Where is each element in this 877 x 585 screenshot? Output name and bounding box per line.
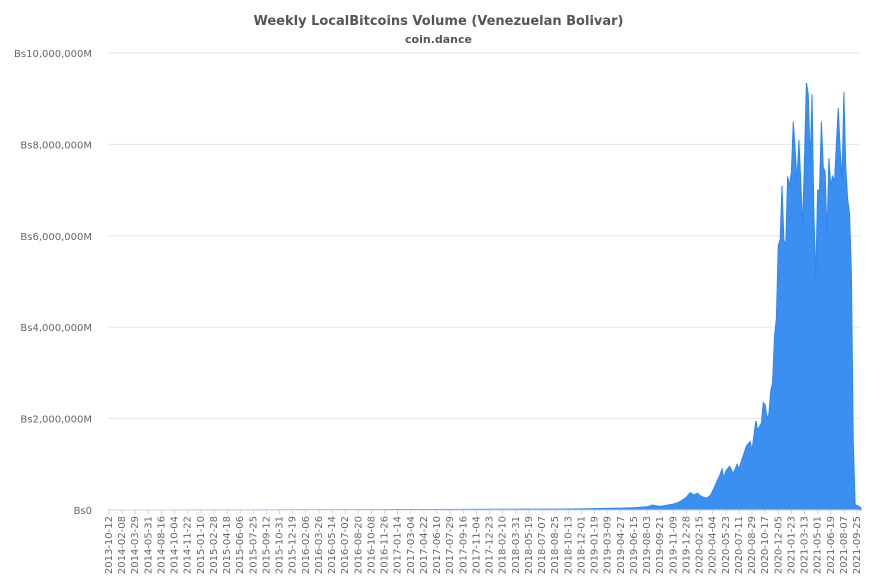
x-tick-label: 2016-03-26	[314, 516, 325, 574]
x-tick-label: 2021-01-23	[786, 516, 797, 574]
y-tick-label: Bs10,000,000M	[14, 49, 92, 60]
x-tick-label: 2015-12-19	[288, 516, 299, 574]
x-tick-label: 2019-03-09	[603, 516, 614, 574]
x-tick-label: 2019-11-09	[668, 516, 679, 574]
x-tick-label: 2019-01-19	[590, 516, 601, 574]
x-tick-label: 2014-03-29	[130, 516, 141, 574]
x-tick-label: 2015-04-18	[222, 516, 233, 574]
x-tick-label: 2015-09-12	[261, 516, 272, 574]
x-tick-label: 2017-11-04	[471, 516, 482, 574]
x-tick-label: 2015-02-28	[209, 516, 220, 574]
x-tick-label: 2021-03-13	[800, 516, 811, 574]
x-tick-label: 2018-02-10	[498, 516, 509, 574]
x-tick-label: 2020-07-11	[734, 516, 745, 574]
x-tick-label: 2021-05-01	[813, 516, 824, 574]
x-tick-label: 2015-06-06	[235, 516, 246, 574]
chart-subtitle: coin.dance	[405, 33, 472, 46]
x-tick-label: 2018-05-19	[524, 516, 535, 574]
x-tick-label: 2013-10-12	[104, 516, 115, 574]
x-tick-label: 2017-03-04	[406, 516, 417, 574]
x-tick-label: 2015-07-25	[248, 516, 259, 574]
x-tick-label: 2020-04-04	[708, 516, 719, 574]
y-tick-label: Bs4,000,000M	[20, 323, 92, 334]
x-tick-label: 2019-12-28	[681, 516, 692, 574]
x-tick-label: 2014-10-04	[170, 516, 181, 574]
x-tick-label: 2015-10-31	[275, 516, 286, 574]
x-tick-label: 2020-12-05	[773, 516, 784, 574]
x-tick-label: 2019-04-27	[616, 516, 627, 574]
x-tick-label: 2020-08-29	[747, 516, 758, 574]
x-tick-label: 2019-09-21	[655, 516, 666, 574]
x-tick-label: 2021-06-19	[826, 516, 837, 574]
x-tick-label: 2018-10-13	[563, 516, 574, 574]
x-tick-label: 2020-10-17	[760, 516, 771, 574]
x-tick-label: 2017-04-22	[419, 516, 430, 574]
x-tick-label: 2021-09-25	[852, 516, 863, 574]
x-tick-label: 2018-12-01	[576, 516, 587, 574]
x-tick-label: 2018-07-07	[537, 516, 548, 574]
x-tick-label: 2014-02-08	[117, 516, 128, 574]
series-area	[108, 82, 862, 511]
chart-title: Weekly LocalBitcoins Volume (Venezuelan …	[253, 14, 624, 29]
y-tick-label: Bs0	[74, 506, 92, 517]
x-tick-label: 2016-11-26	[380, 516, 391, 574]
x-tick-label: 2019-08-03	[642, 516, 653, 574]
x-tick-label: 2020-05-23	[721, 516, 732, 574]
x-tick-label: 2015-01-10	[196, 516, 207, 574]
x-tick-label: 2016-10-08	[366, 516, 377, 574]
x-tick-label: 2018-03-31	[511, 516, 522, 574]
x-tick-label: 2014-08-16	[156, 516, 167, 574]
x-tick-label: 2018-08-25	[550, 516, 561, 574]
x-tick-label: 2017-07-29	[445, 516, 456, 574]
x-tick-label: 2016-08-20	[353, 516, 364, 574]
x-tick-label: 2020-02-15	[695, 516, 706, 574]
x-tick-label: 2016-05-14	[327, 516, 338, 574]
x-tick-label: 2017-01-14	[393, 516, 404, 574]
x-tick-label: 2014-11-22	[183, 516, 194, 574]
x-tick-label: 2017-09-16	[458, 516, 469, 574]
x-tick-label: 2016-07-02	[340, 516, 351, 574]
x-tick-label: 2021-08-07	[839, 516, 850, 574]
y-tick-label: Bs8,000,000M	[20, 140, 92, 151]
y-tick-label: Bs2,000,000M	[20, 415, 92, 426]
y-tick-label: Bs6,000,000M	[20, 232, 92, 243]
x-tick-label: 2017-12-23	[485, 516, 496, 574]
x-tick-label: 2019-06-15	[629, 516, 640, 574]
x-tick-label: 2017-06-10	[432, 516, 443, 574]
x-tick-label: 2014-05-31	[143, 516, 154, 574]
x-tick-label: 2016-02-06	[301, 516, 312, 574]
